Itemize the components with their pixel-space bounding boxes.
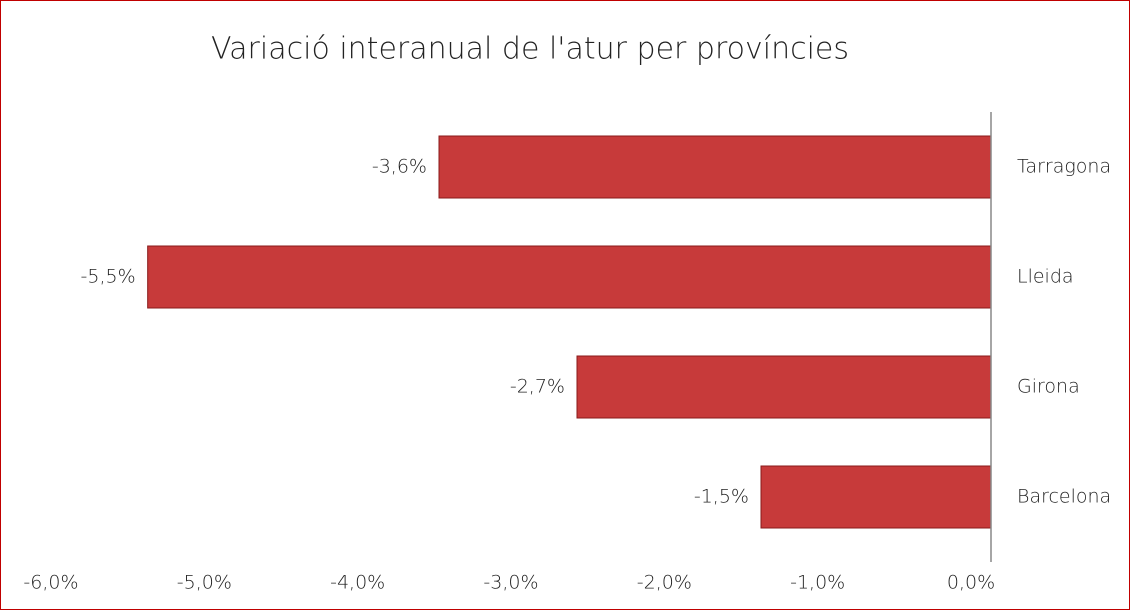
x-tick-label: -6,0%: [23, 572, 78, 594]
x-tick-label: -2,0%: [637, 572, 692, 594]
bar: [438, 135, 992, 199]
value-label: -5,5%: [81, 266, 136, 288]
x-tick-label: 0,0%: [947, 572, 995, 594]
value-label: -1,5%: [694, 486, 749, 508]
category-label: Girona: [1017, 376, 1080, 398]
bar: [760, 465, 992, 529]
category-label: Lleida: [1017, 266, 1074, 288]
x-tick-label: -3,0%: [483, 572, 538, 594]
x-tick-label: -1,0%: [790, 572, 845, 594]
value-label: -2,7%: [510, 376, 565, 398]
category-label: Barcelona: [1017, 486, 1111, 508]
x-tick-label: -4,0%: [330, 572, 385, 594]
bar: [147, 245, 992, 309]
category-label: Tarragona: [1017, 156, 1111, 178]
value-label: -3,6%: [372, 156, 427, 178]
x-tick-label: -5,0%: [177, 572, 232, 594]
chart-title: Variació interanual de l'atur per provín…: [211, 32, 849, 67]
bar: [576, 355, 992, 419]
